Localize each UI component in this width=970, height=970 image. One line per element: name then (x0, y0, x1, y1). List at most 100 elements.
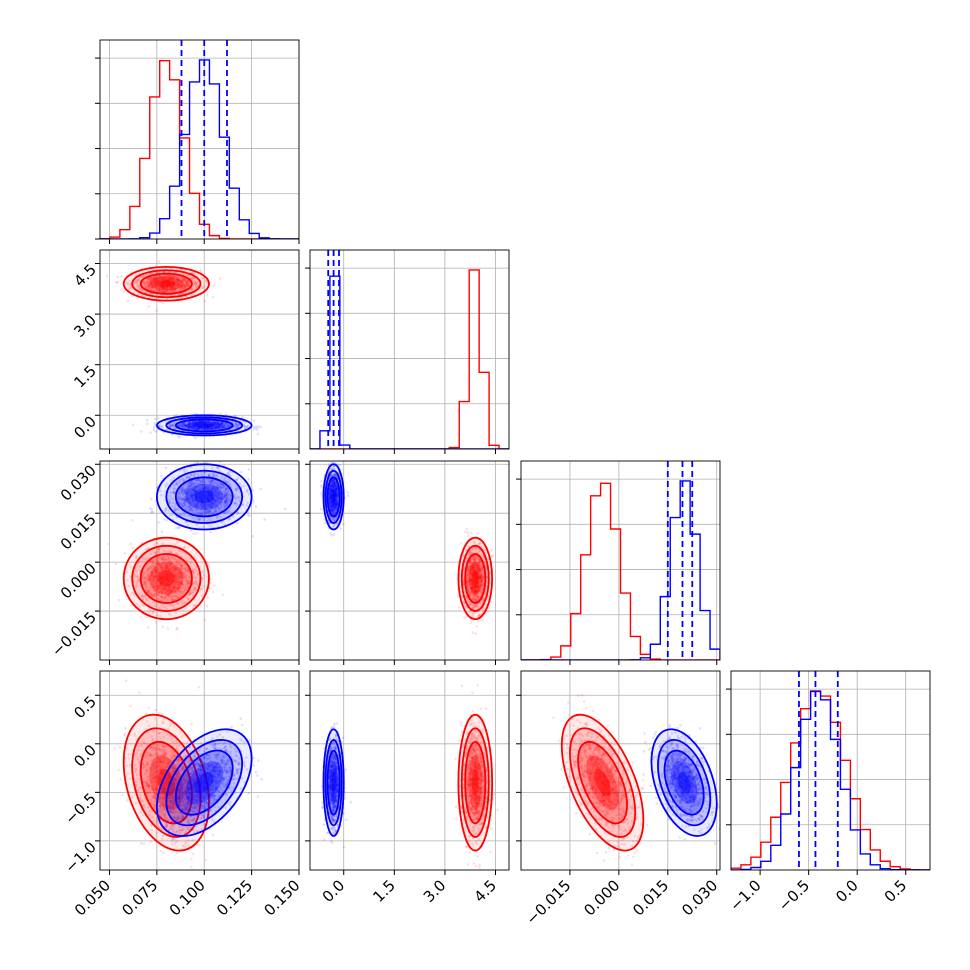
scatter-point (183, 601, 186, 605)
scatter-point (467, 572, 470, 575)
scatter-point (205, 423, 208, 427)
scatter-point (150, 281, 154, 285)
scatter-point (194, 436, 197, 440)
scatter-point (144, 286, 148, 289)
scatter-point (474, 589, 478, 592)
scatter-point (187, 485, 191, 488)
scatter-point (173, 589, 177, 593)
scatter-point (210, 422, 214, 426)
scatter-point (480, 583, 483, 587)
scatter-point (474, 592, 478, 596)
scatter-point (222, 425, 225, 429)
scatter-point (479, 568, 483, 572)
scatter-point (207, 427, 210, 430)
scatter-point (207, 503, 210, 506)
scatter-point (214, 474, 218, 477)
scatter-point (167, 277, 170, 280)
scatter-point (178, 286, 182, 289)
scatter-point (464, 530, 467, 534)
scatter-point (165, 286, 168, 290)
scatter-point (476, 586, 480, 590)
scatter-point (174, 574, 177, 578)
scatter-point (193, 280, 196, 283)
scatter-point (195, 423, 198, 427)
scatter-point (469, 570, 472, 574)
scatter-point (197, 421, 200, 425)
scatter-point (141, 595, 145, 599)
scatter-point (329, 488, 333, 492)
scatter-point (183, 498, 186, 502)
scatter-point (477, 568, 481, 571)
scatter-point (149, 278, 153, 282)
scatter-point (477, 559, 481, 562)
scatter-point (141, 275, 144, 279)
scatter-series-1 (148, 461, 287, 538)
scatter-point (150, 594, 154, 597)
scatter-point (211, 488, 214, 491)
scatter-point (222, 492, 225, 495)
scatter-point (129, 284, 132, 288)
scatter-point (470, 563, 474, 566)
scatter-point (201, 478, 205, 481)
scatter-point (161, 282, 164, 286)
scatter-point (203, 486, 207, 490)
scatter-point (332, 497, 336, 501)
scatter-point (476, 584, 479, 588)
scatter-point (186, 424, 189, 428)
scatter-point (147, 589, 150, 592)
scatter-point (469, 580, 472, 583)
scatter-point (220, 492, 223, 496)
scatter-point (474, 592, 478, 595)
scatter-point (320, 484, 323, 487)
scatter-point (478, 541, 482, 545)
scatter-point (198, 479, 202, 483)
scatter-point (181, 425, 185, 428)
scatter-point (254, 505, 258, 509)
scatter-point (169, 274, 172, 277)
scatter-point (160, 604, 164, 607)
scatter-point (472, 572, 476, 576)
scatter-point (166, 279, 169, 282)
scatter-point (182, 278, 185, 282)
scatter-point (196, 504, 199, 508)
scatter-point (150, 571, 154, 575)
scatter-point (170, 561, 174, 565)
scatter-point (153, 576, 157, 579)
scatter-point (183, 277, 187, 281)
scatter-point (198, 492, 201, 495)
scatter-point (164, 569, 168, 572)
scatter-point (339, 468, 343, 471)
scatter-point (335, 522, 339, 526)
scatter-point (192, 504, 196, 508)
scatter-point (476, 574, 479, 577)
scatter-point (207, 421, 210, 424)
scatter-point (188, 424, 192, 427)
scatter-point (469, 586, 473, 590)
scatter-point (181, 576, 185, 580)
scatter-point (172, 476, 175, 480)
scatter-point (480, 566, 483, 570)
scatter-point (149, 292, 152, 296)
scatter-point (159, 577, 163, 581)
scatter-point (189, 529, 192, 532)
scatter-point (335, 487, 338, 490)
scatter-point (210, 427, 214, 431)
scatter-point (189, 481, 193, 485)
scatter-point (470, 606, 474, 609)
scatter-point (477, 576, 480, 579)
scatter-point (160, 595, 164, 599)
scatter-point (191, 427, 194, 430)
scatter-point (168, 568, 171, 571)
scatter-point (210, 490, 213, 493)
scatter-point (147, 284, 150, 287)
scatter-point (137, 580, 141, 583)
scatter-point (167, 286, 171, 290)
scatter-point (155, 281, 158, 284)
scatter-point (208, 422, 212, 425)
scatter-point (469, 567, 473, 570)
scatter-point (143, 582, 147, 585)
scatter-point (333, 492, 336, 496)
scatter-point (166, 578, 169, 581)
scatter-point (477, 557, 480, 561)
scatter-point (473, 561, 477, 564)
